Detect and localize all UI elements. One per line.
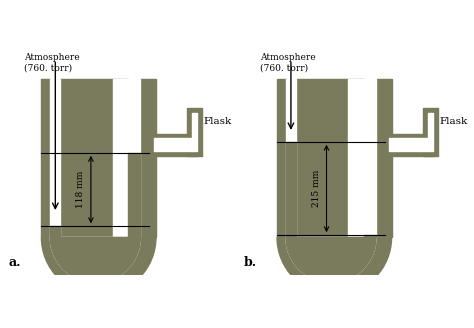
Wedge shape: [50, 237, 140, 282]
Wedge shape: [286, 237, 376, 282]
Text: 118 mm: 118 mm: [76, 171, 85, 208]
Wedge shape: [50, 237, 140, 282]
Text: Flask: Flask: [204, 117, 232, 126]
Text: Atmosphere
(760. torr): Atmosphere (760. torr): [24, 53, 80, 73]
Text: Flask: Flask: [439, 117, 468, 126]
Wedge shape: [277, 237, 392, 295]
Text: 215 mm: 215 mm: [312, 170, 321, 207]
Wedge shape: [286, 237, 376, 282]
Text: b.: b.: [244, 256, 257, 269]
Text: a.: a.: [8, 256, 20, 269]
Wedge shape: [41, 237, 156, 295]
Text: Atmosphere
(760. torr): Atmosphere (760. torr): [260, 53, 315, 73]
